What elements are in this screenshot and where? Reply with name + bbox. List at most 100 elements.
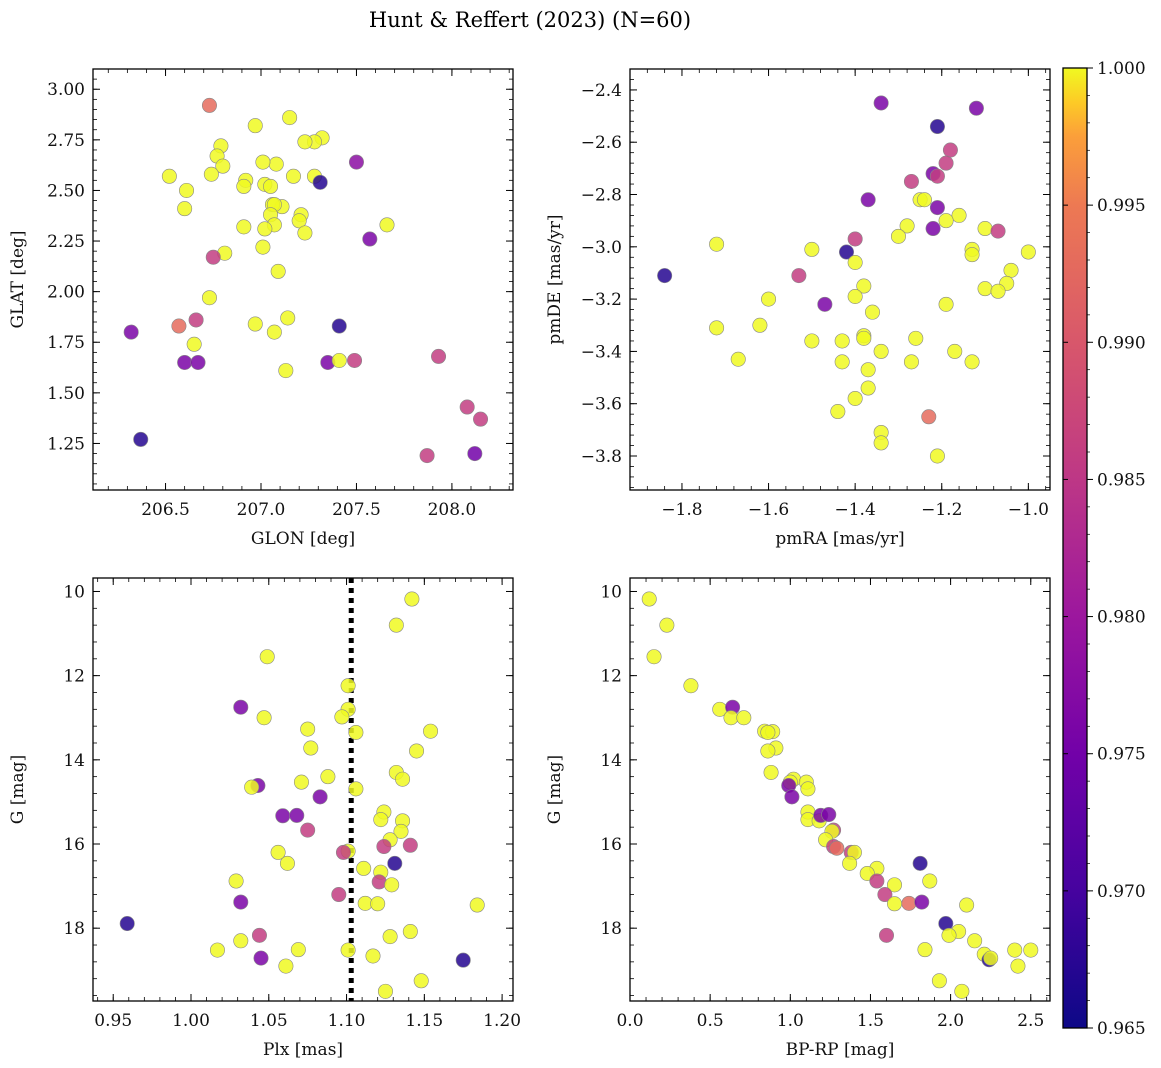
panel-bprp-g: 0.0 0.5 1.0 1.5 2.0 2.5 10 12 14 16 18 BP-RP [mag] G… [545, 577, 1051, 1060]
y-tick-label: 14 [600, 751, 622, 771]
x-tick-label: 1.00 [172, 1011, 210, 1031]
data-point [253, 950, 269, 966]
y-tick-label: −3.8 [581, 447, 622, 467]
data-point [723, 710, 739, 726]
data-point [455, 952, 471, 968]
data-point [423, 723, 439, 739]
data-point [646, 649, 662, 665]
y-tick-label: 3.00 [47, 80, 85, 100]
data-point [377, 983, 393, 999]
x-tick-label: 208.0 [428, 500, 477, 520]
data-point [752, 317, 768, 333]
data-point [297, 225, 313, 241]
y-tick-label: 10 [600, 582, 622, 602]
data-point [954, 983, 970, 999]
data-point [856, 278, 872, 294]
data-point [887, 896, 903, 912]
data-point [233, 699, 249, 715]
data-point [263, 178, 279, 194]
data-point [941, 927, 957, 943]
data-point [282, 110, 298, 126]
data-point [312, 789, 328, 805]
data-point [938, 296, 954, 312]
data-point [817, 296, 833, 312]
data-point [373, 812, 389, 828]
data-point [983, 950, 999, 966]
data-point [912, 855, 928, 871]
data-point [887, 877, 903, 893]
data-point [334, 709, 350, 725]
data-point [977, 281, 993, 297]
y-tick-label: 2.25 [47, 232, 85, 252]
data-point [278, 958, 294, 974]
y-tick-label: −2.6 [581, 133, 622, 153]
data-point [942, 142, 958, 158]
data-point [233, 894, 249, 910]
data-point [402, 837, 418, 853]
data-point [177, 354, 193, 370]
data-point [922, 873, 938, 889]
data-point [186, 336, 202, 352]
data-point [964, 354, 980, 370]
data-point [860, 380, 876, 396]
data-point [908, 330, 924, 346]
data-point [290, 942, 306, 958]
data-point [331, 352, 347, 368]
data-point [1023, 942, 1039, 958]
colorbar-tick-label: 1.000 [1097, 59, 1146, 79]
data-point [967, 933, 983, 949]
data-point [371, 874, 387, 890]
data-point [968, 100, 984, 116]
colorbar-tick-label: 0.995 [1097, 196, 1146, 216]
data-point [903, 173, 919, 189]
y-tick-label: 2.00 [47, 283, 85, 303]
data-point [864, 304, 880, 320]
data-point [916, 192, 932, 208]
data-point [977, 221, 993, 237]
x-tick-label: 1.5 [857, 1011, 884, 1031]
data-point [203, 166, 219, 182]
data-point [784, 789, 800, 805]
data-point [938, 213, 954, 229]
data-point [179, 182, 195, 198]
data-point [300, 822, 316, 838]
y-axis-label: GLAT [deg] [8, 230, 28, 328]
data-point [821, 807, 837, 823]
data-point [921, 409, 937, 425]
data-point [233, 933, 249, 949]
data-point [289, 807, 305, 823]
data-point [177, 201, 193, 217]
data-point [312, 174, 328, 190]
data-point [990, 283, 1006, 299]
y-tick-label: 14 [63, 751, 85, 771]
data-point [873, 95, 889, 111]
data-point [335, 844, 351, 860]
y-tick-label: 10 [63, 582, 85, 602]
data-point [340, 678, 356, 694]
data-point [270, 263, 286, 279]
data-point [657, 268, 673, 284]
data-point [736, 710, 752, 726]
data-point [256, 710, 272, 726]
axes-frame [92, 68, 514, 491]
data-point [761, 291, 777, 307]
x-tick-label: 1.20 [483, 1011, 521, 1031]
data-point [901, 895, 917, 911]
data-point [161, 168, 177, 184]
data-point [387, 855, 403, 871]
colorbar-tick-label: 0.985 [1097, 470, 1146, 490]
x-tick-label: 1.05 [250, 1011, 288, 1031]
data-point [760, 743, 776, 759]
y-tick-label: 18 [600, 919, 622, 939]
data-point [834, 333, 850, 349]
data-point [388, 617, 404, 633]
x-tick-label: 206.5 [141, 500, 190, 520]
colorbar-tick-label: 0.980 [1097, 608, 1146, 628]
data-point [279, 855, 295, 871]
y-tick-label: 12 [600, 667, 622, 687]
data-point [376, 839, 392, 855]
x-tick-label: 1.0 [777, 1011, 804, 1031]
data-point [348, 154, 364, 170]
y-tick-label: −3.4 [581, 342, 622, 362]
data-point [347, 352, 363, 368]
